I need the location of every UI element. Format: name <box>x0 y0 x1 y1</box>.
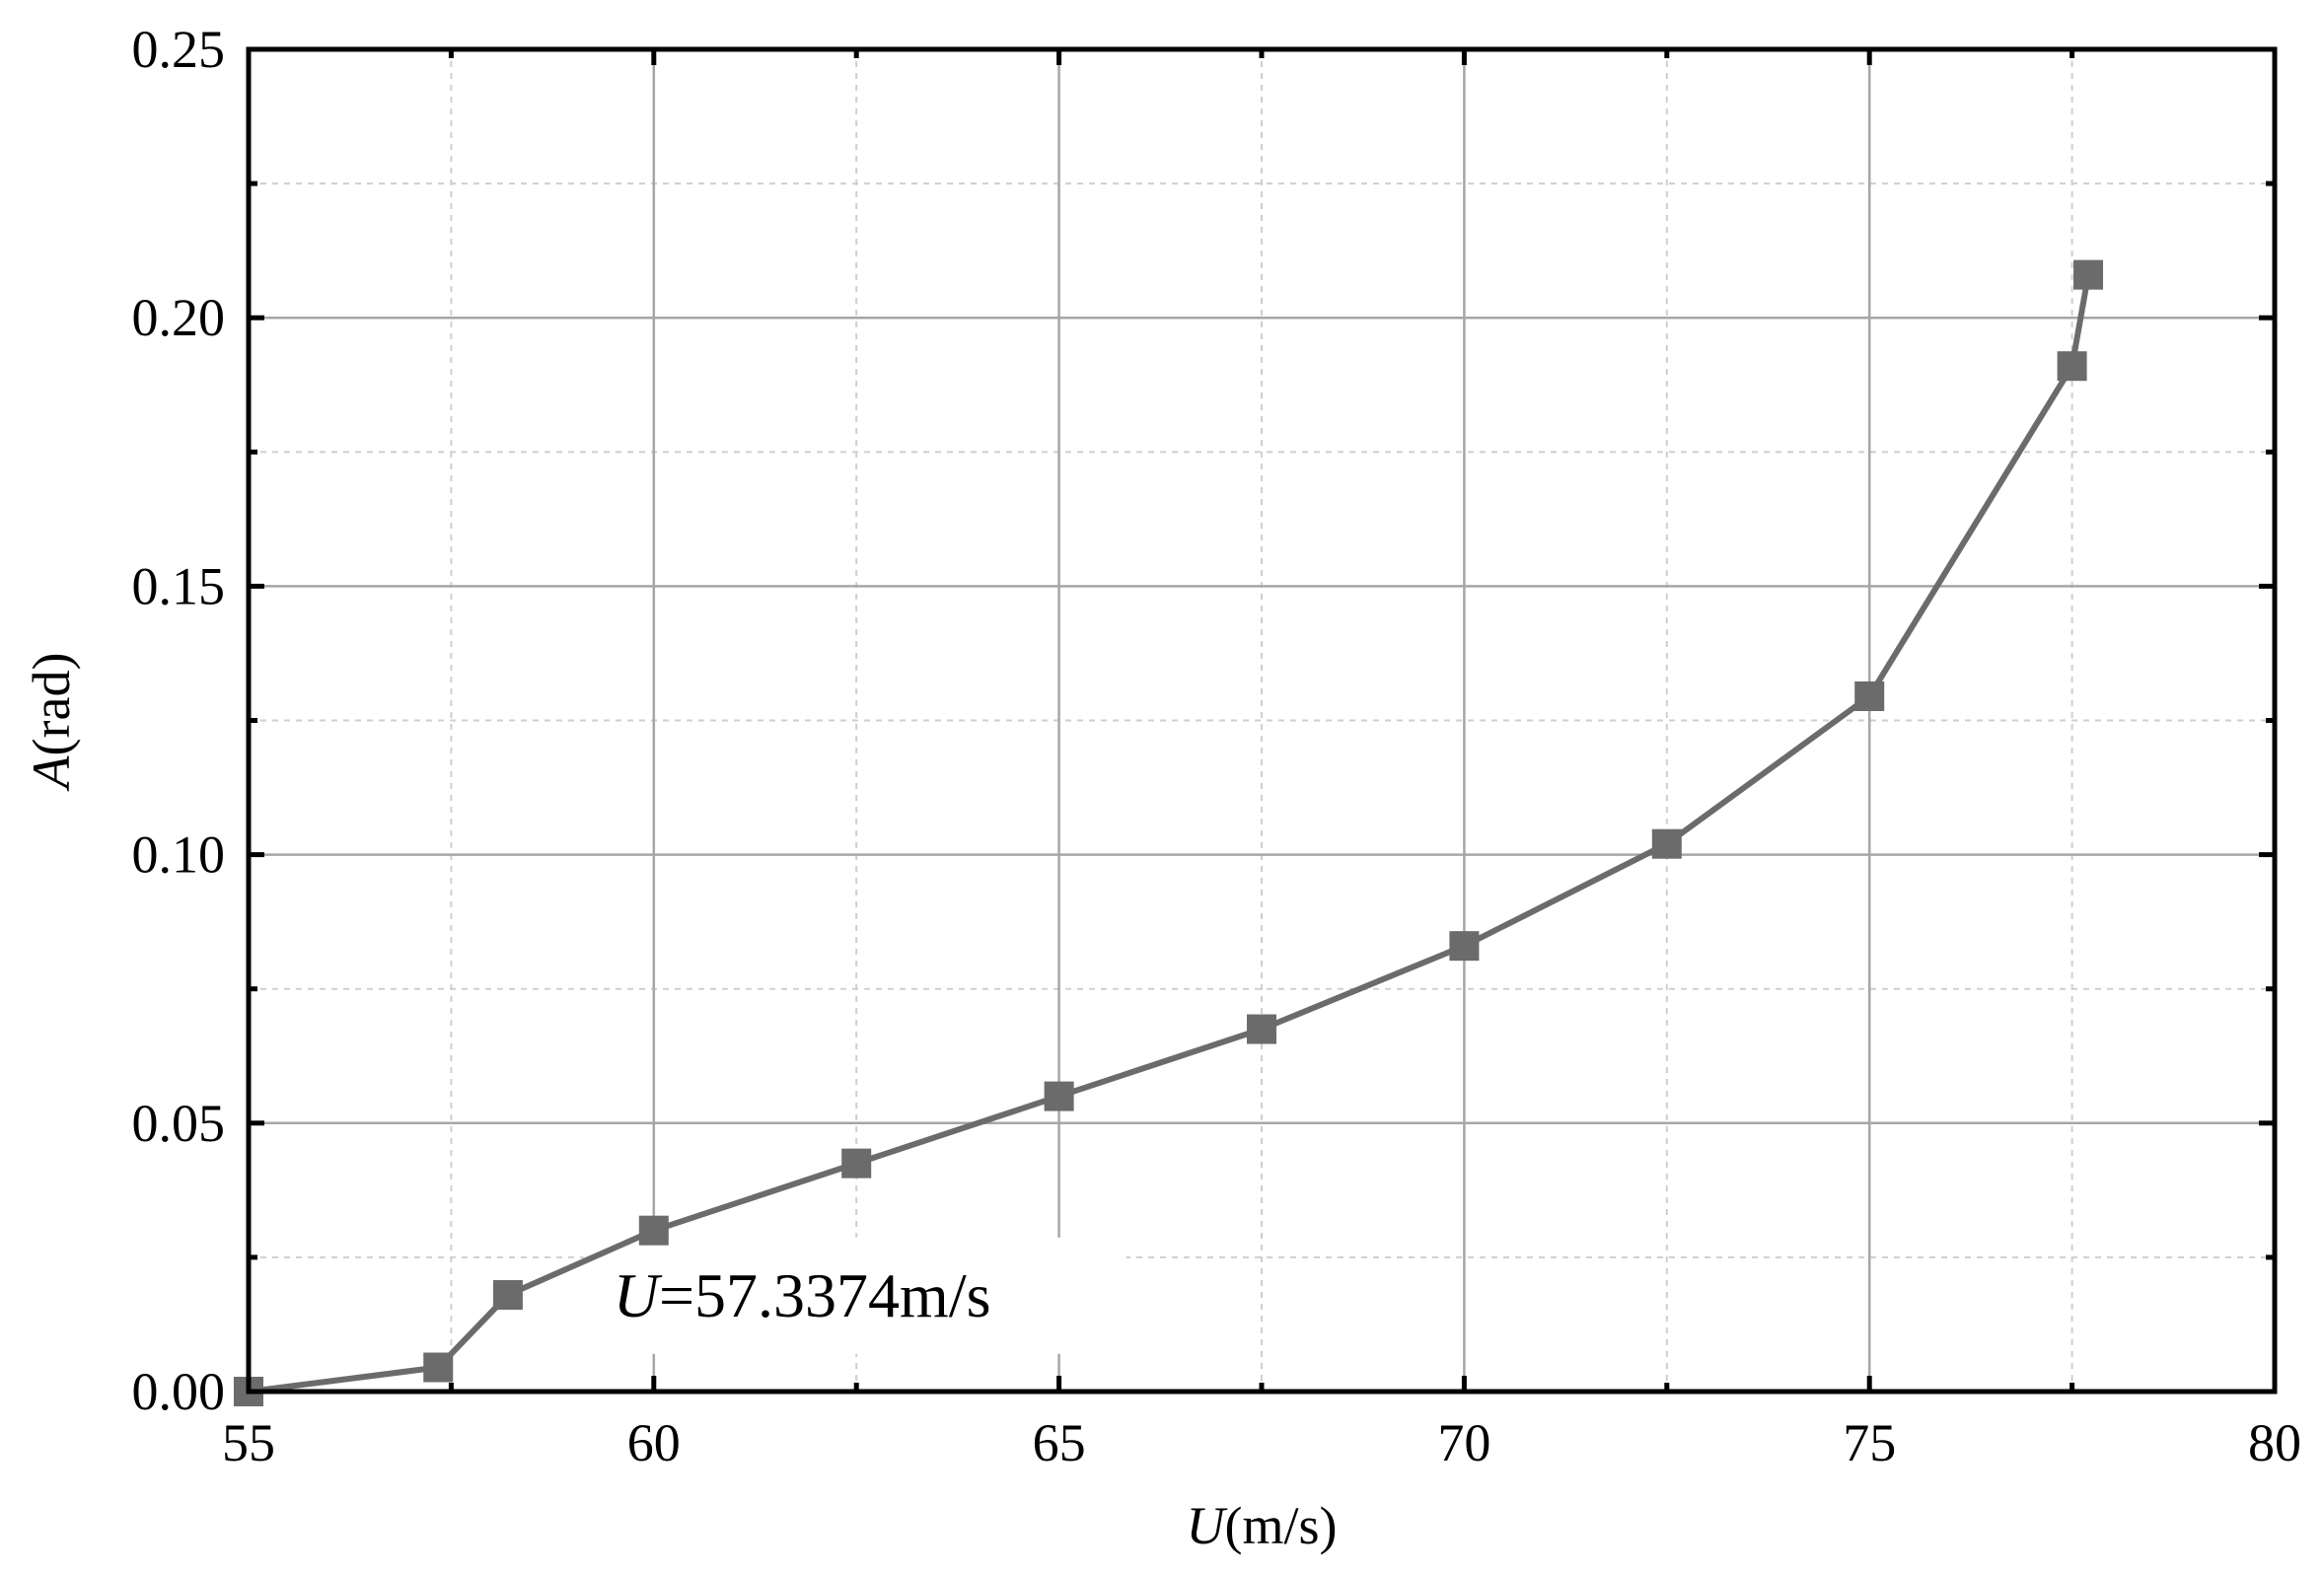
y-tick-label: 0.20 <box>132 288 226 347</box>
x-tick-label: 80 <box>2248 1413 2301 1472</box>
annotation-value: =57.3374m/s <box>659 1260 991 1330</box>
y-axis-unit: (rad) <box>22 653 81 756</box>
x-tick-label: 75 <box>1843 1413 1896 1472</box>
data-point-marker <box>423 1352 454 1383</box>
x-axis-title: U(m/s) <box>1187 1496 1338 1555</box>
series-layer <box>234 259 2104 1406</box>
annotation: U=57.3374m/s <box>583 1237 1126 1354</box>
plot-frame <box>246 46 2278 1395</box>
data-point-marker <box>2057 351 2087 382</box>
data-point-marker <box>492 1280 523 1311</box>
x-axis-unit: (m/s) <box>1225 1496 1338 1555</box>
data-point-marker <box>1854 681 1885 712</box>
data-point-marker <box>1449 931 1480 962</box>
y-axis-title: A(rad) <box>22 653 81 792</box>
y-axis-symbol: A <box>22 754 81 791</box>
y-tick-label: 0.05 <box>132 1094 226 1153</box>
annotation-symbol: U <box>614 1260 663 1330</box>
x-axis-symbol: U <box>1187 1496 1228 1555</box>
data-point-marker <box>2073 259 2104 290</box>
data-point-marker <box>1044 1081 1074 1111</box>
y-tick-label: 0.10 <box>132 825 226 885</box>
y-tick-label: 0.00 <box>132 1362 226 1421</box>
data-point-marker <box>841 1148 872 1179</box>
x-tick-label: 70 <box>1437 1413 1490 1472</box>
data-point-marker <box>1651 828 1682 859</box>
x-tick-label: 55 <box>222 1413 275 1472</box>
y-tick-label: 0.25 <box>132 20 226 79</box>
annotation-background <box>583 1237 1126 1354</box>
major-grid <box>249 49 2275 1392</box>
annotation-text: U=57.3374m/s <box>614 1260 991 1330</box>
data-point-marker <box>638 1215 669 1246</box>
tick-labels: 55 60 65 70 75 80 0.00 0.05 0.10 0.15 0.20 0.25 <box>132 20 2302 1472</box>
x-tick-label: 65 <box>1033 1413 1086 1472</box>
y-tick-label: 0.15 <box>132 556 226 615</box>
data-point-marker <box>1247 1014 1276 1044</box>
x-tick-label: 60 <box>627 1413 681 1472</box>
